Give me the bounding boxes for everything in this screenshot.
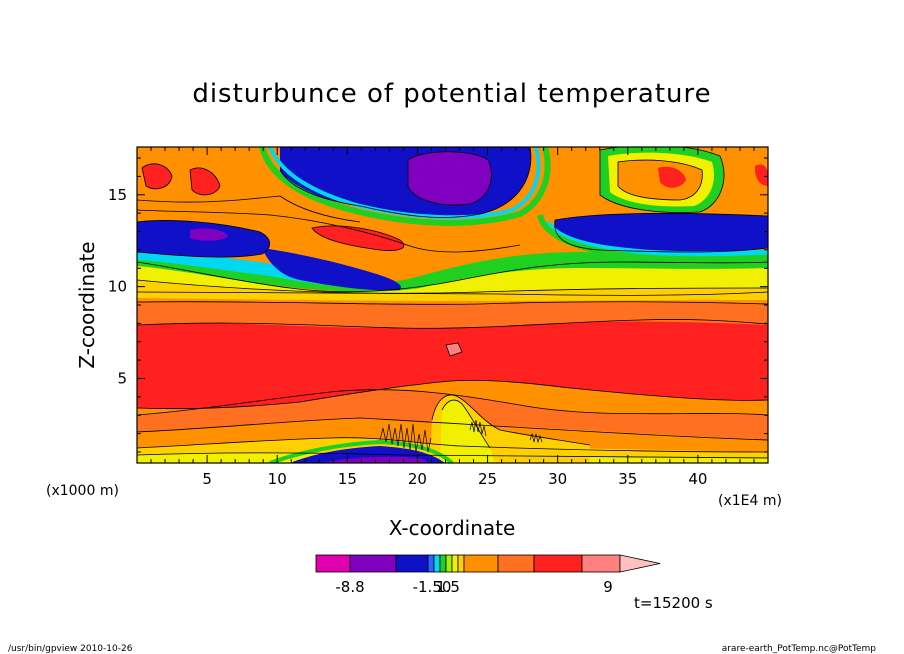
colorbar-label: 9 (603, 578, 613, 596)
right-green-fringe (537, 214, 768, 264)
upper-left-red-cell (142, 163, 172, 189)
upper-left-red-cell-2 (190, 167, 220, 195)
plume-noise-contours (379, 419, 543, 453)
top-green-rim (259, 147, 551, 226)
colorbar-segment (581, 554, 621, 573)
right-edge-red-cell (754, 164, 768, 186)
y-axis-ticks (137, 157, 768, 453)
left-purple-core (190, 228, 228, 241)
colorbar-segment (533, 554, 583, 573)
colorbar (315, 554, 661, 573)
colorbar-segment (457, 554, 465, 573)
x-tick-label: 5 (202, 470, 212, 488)
x-tick-label: 15 (338, 470, 357, 488)
colorbar-segment (395, 554, 429, 573)
colorbar-label: -8.8 (335, 578, 364, 596)
colorbar-segment (439, 554, 447, 573)
top-purple-cell (408, 151, 492, 206)
colorbar-label: 1.5 (436, 578, 460, 596)
colorbar-segment (463, 554, 499, 573)
plume-yellow (440, 400, 495, 463)
x-axis-ticks (150, 147, 755, 463)
colorbar-arrow (619, 554, 661, 573)
right-blue-band (554, 213, 768, 252)
footer-right: arare-earth_PotTemp.nc@PotTemp (722, 644, 877, 654)
upper-right-red-cell (658, 166, 686, 188)
colorbar-segment (315, 554, 351, 573)
x-tick-label: 40 (688, 470, 707, 488)
band-upper-orange (137, 301, 768, 329)
x-unit-left: (x1000 m) (46, 483, 119, 499)
x-tick-label: 25 (478, 470, 497, 488)
band-red (137, 319, 768, 409)
pink-spot (446, 343, 462, 356)
colorbar-segment (451, 554, 459, 573)
y-axis-tick-labels: 5 10 15 (108, 186, 127, 388)
colorbar-segment (445, 554, 453, 573)
x-tick-label: 30 (548, 470, 567, 488)
y-tick-label: 15 (108, 186, 127, 204)
colorbar-label: -1.50 (413, 578, 452, 596)
x-axis-label: X-coordinate (389, 516, 516, 540)
top-cyan-rim (268, 147, 541, 220)
colorbar-segment (433, 554, 441, 573)
chart-title: disturbunce of potential temperature (192, 79, 711, 109)
y-axis-label: Z-coordinate (75, 241, 99, 368)
x-axis-tick-labels: 5 10 15 20 25 30 35 40 (202, 470, 707, 488)
contour-lines (137, 147, 768, 459)
x-tick-label: 35 (618, 470, 637, 488)
x-tick-label: 10 (268, 470, 287, 488)
upper-yellow-layer (137, 262, 768, 296)
colorbar-labels: -8.8 -1.501.5 9 (335, 578, 612, 596)
x-unit-right: (x1E4 m) (718, 493, 782, 509)
y-tick-label: 5 (117, 369, 127, 387)
colorbar-segment (497, 554, 535, 573)
plot-area (137, 147, 768, 463)
footer-left: /usr/bin/gpview 2010-10-26 (8, 644, 133, 654)
time-label: t=15200 s (634, 594, 713, 612)
y-tick-label: 10 (108, 278, 127, 296)
x-tick-label: 20 (408, 470, 427, 488)
bottom-green-rim (269, 439, 454, 463)
colorbar-segment (427, 554, 435, 573)
colorbar-segment (349, 554, 397, 573)
mid-blue-tongue (262, 248, 401, 291)
upper-red-streak (312, 225, 404, 251)
